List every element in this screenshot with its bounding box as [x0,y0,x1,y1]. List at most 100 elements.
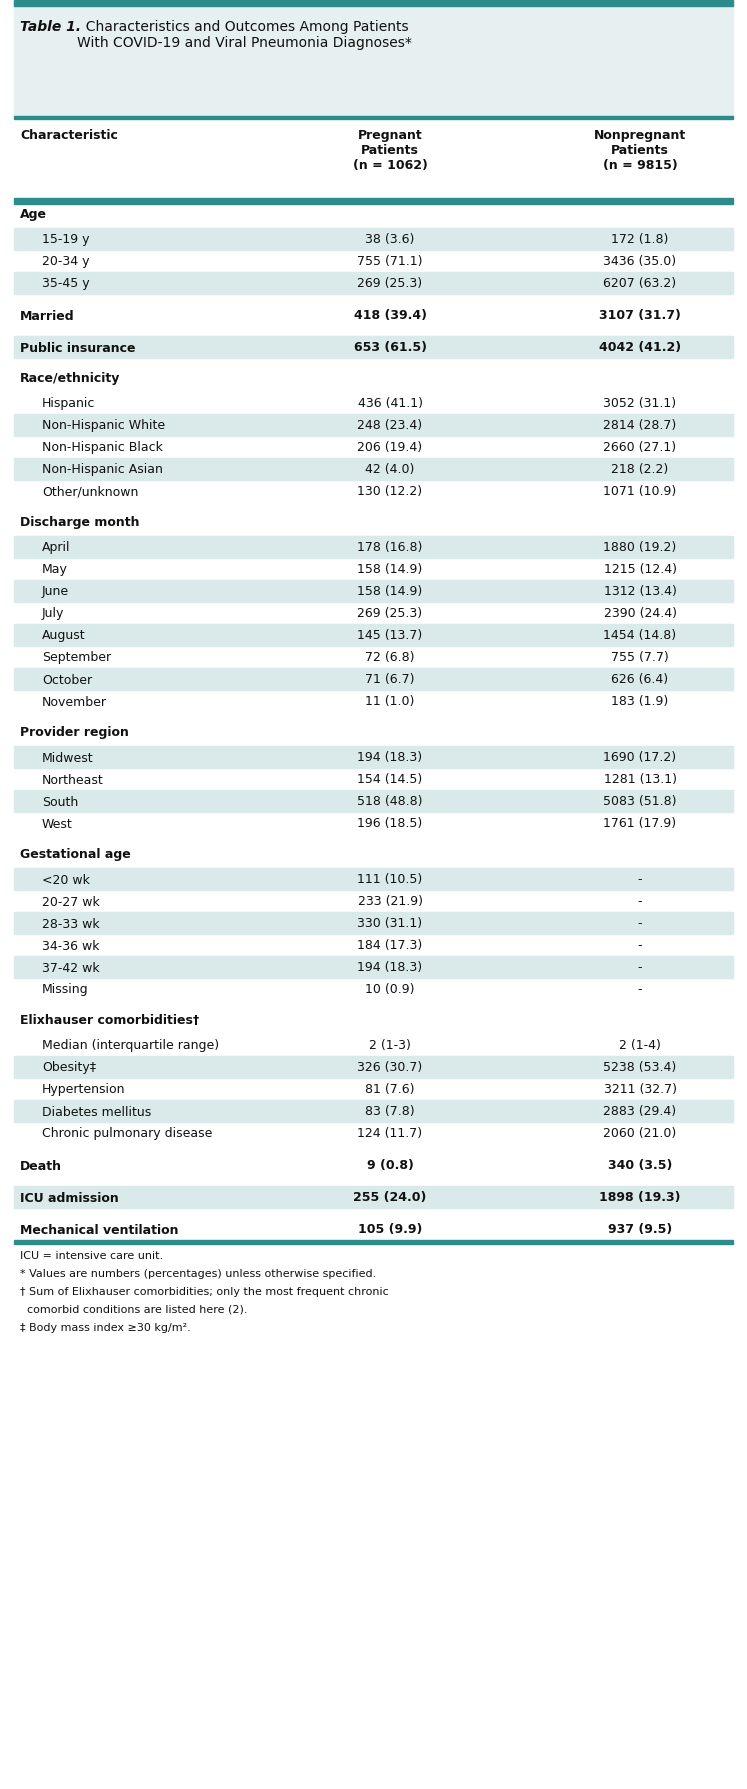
Text: 1880 (19.2): 1880 (19.2) [604,542,677,555]
Text: 11 (1.0): 11 (1.0) [365,696,415,708]
Bar [14,1240,733,1245]
Text: 154 (14.5): 154 (14.5) [357,773,423,785]
Text: 83 (7.8): 83 (7.8) [365,1106,415,1118]
Bar [14,274,733,295]
Text: 1690 (17.2): 1690 (17.2) [604,751,677,764]
Text: 1898 (19.3): 1898 (19.3) [599,1191,681,1204]
Text: July: July [42,606,64,621]
Text: † Sum of Elixhauser comorbidities; only the most frequent chronic: † Sum of Elixhauser comorbidities; only … [20,1286,388,1297]
Text: comorbid conditions are listed here (2).: comorbid conditions are listed here (2). [20,1304,247,1315]
Bar [14,458,733,481]
Bar [14,746,733,769]
Text: 38 (3.6): 38 (3.6) [365,233,415,247]
Text: 2 (1-3): 2 (1-3) [369,1039,411,1052]
Text: 81 (7.6): 81 (7.6) [365,1082,415,1097]
Text: 755 (7.7): 755 (7.7) [611,651,669,664]
Text: 196 (18.5): 196 (18.5) [357,818,423,830]
Text: Provider region: Provider region [20,726,129,739]
Bar [14,868,733,891]
Text: 518 (48.8): 518 (48.8) [357,794,423,809]
Text: 269 (25.3): 269 (25.3) [357,606,423,621]
Text: 269 (25.3): 269 (25.3) [357,277,423,290]
Text: 105 (9.9): 105 (9.9) [358,1224,422,1236]
Text: 248 (23.4): 248 (23.4) [357,419,423,433]
Text: 124 (11.7): 124 (11.7) [357,1127,423,1140]
Text: 3107 (31.7): 3107 (31.7) [599,309,681,322]
Text: Non-Hispanic Asian: Non-Hispanic Asian [42,463,163,476]
Bar [14,122,733,199]
Bar [14,0,733,118]
Text: 9 (0.8): 9 (0.8) [367,1159,413,1172]
Text: ‡ Body mass index ≥30 kg/m².: ‡ Body mass index ≥30 kg/m². [20,1322,190,1333]
Bar [14,624,733,646]
Text: September: September [42,651,111,664]
Text: 3211 (32.7): 3211 (32.7) [604,1082,677,1097]
Text: 71 (6.7): 71 (6.7) [365,673,415,687]
Text: Hispanic: Hispanic [42,397,96,410]
Text: 326 (30.7): 326 (30.7) [357,1061,423,1073]
Text: 183 (1.9): 183 (1.9) [611,696,669,708]
Text: 37-42 wk: 37-42 wk [42,961,99,973]
Bar [14,912,733,934]
Text: -: - [638,894,642,909]
Text: Table 1.: Table 1. [20,20,81,34]
Text: Public insurance: Public insurance [20,342,135,354]
Text: Characteristics and Outcomes Among Patients
With COVID-19 and Viral Pneumonia Di: Characteristics and Outcomes Among Patie… [77,20,412,50]
Text: Age: Age [20,208,47,222]
Text: Non-Hispanic White: Non-Hispanic White [42,419,165,433]
Text: 3052 (31.1): 3052 (31.1) [604,397,677,410]
Text: Pregnant
Patients
(n = 1062): Pregnant Patients (n = 1062) [353,129,427,172]
Text: Death: Death [20,1159,62,1172]
Bar [14,581,733,603]
Text: 194 (18.3): 194 (18.3) [357,961,423,973]
Text: 937 (9.5): 937 (9.5) [608,1224,672,1236]
Text: 653 (61.5): 653 (61.5) [353,342,427,354]
Bar [14,229,733,250]
Bar [14,1186,733,1208]
Text: -: - [638,961,642,973]
Text: 6207 (63.2): 6207 (63.2) [604,277,677,290]
Text: 2883 (29.4): 2883 (29.4) [604,1106,677,1118]
Text: South: South [42,794,78,809]
Text: 2660 (27.1): 2660 (27.1) [604,442,677,454]
Text: 5083 (51.8): 5083 (51.8) [604,794,677,809]
Text: Other/unknown: Other/unknown [42,485,138,497]
Text: 145 (13.7): 145 (13.7) [357,630,423,642]
Text: 340 (3.5): 340 (3.5) [608,1159,672,1172]
Text: Nonpregnant
Patients
(n = 9815): Nonpregnant Patients (n = 9815) [594,129,686,172]
Text: 626 (6.4): 626 (6.4) [612,673,669,687]
Text: Gestational age: Gestational age [20,848,131,861]
Text: 35-45 y: 35-45 y [42,277,90,290]
Bar [14,669,733,691]
Text: 1312 (13.4): 1312 (13.4) [604,585,677,598]
Text: 2 (1-4): 2 (1-4) [619,1039,661,1052]
Text: Median (interquartile range): Median (interquartile range) [42,1039,219,1052]
Bar [14,791,733,812]
Text: 172 (1.8): 172 (1.8) [611,233,669,247]
Text: Elixhauser comorbidities†: Elixhauser comorbidities† [20,1014,199,1027]
Text: 158 (14.9): 158 (14.9) [357,564,423,576]
Text: 1071 (10.9): 1071 (10.9) [604,485,677,497]
Text: Mechanical ventilation: Mechanical ventilation [20,1224,179,1236]
Text: 130 (12.2): 130 (12.2) [357,485,423,497]
Text: 2814 (28.7): 2814 (28.7) [604,419,677,433]
Text: 28-33 wk: 28-33 wk [42,918,99,930]
Text: ICU = intensive care unit.: ICU = intensive care unit. [20,1251,163,1259]
Text: Discharge month: Discharge month [20,515,140,530]
Bar [14,415,733,437]
Text: 20-27 wk: 20-27 wk [42,894,100,909]
Text: October: October [42,673,92,687]
Bar [14,957,733,979]
Text: 42 (4.0): 42 (4.0) [365,463,415,476]
Text: 418 (39.4): 418 (39.4) [353,309,427,322]
Text: 15-19 y: 15-19 y [42,233,90,247]
Text: 255 (24.0): 255 (24.0) [353,1191,427,1204]
Text: * Values are numbers (percentages) unless otherwise specified.: * Values are numbers (percentages) unles… [20,1268,376,1279]
Text: Non-Hispanic Black: Non-Hispanic Black [42,442,163,454]
Text: 755 (71.1): 755 (71.1) [357,256,423,268]
Text: 330 (31.1): 330 (31.1) [357,918,423,930]
Text: 436 (41.1): 436 (41.1) [358,397,423,410]
Text: 2390 (24.4): 2390 (24.4) [604,606,677,621]
Text: 1281 (13.1): 1281 (13.1) [604,773,677,785]
Text: -: - [638,873,642,886]
